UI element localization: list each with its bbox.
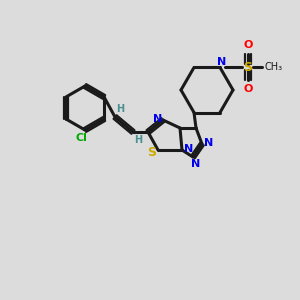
Text: S: S — [148, 146, 157, 158]
Text: CH₃: CH₃ — [265, 62, 283, 73]
Text: N: N — [204, 138, 214, 148]
Text: S: S — [244, 61, 253, 74]
Text: O: O — [243, 85, 253, 94]
Text: N: N — [184, 144, 194, 154]
Text: H: H — [134, 135, 142, 145]
Text: N: N — [218, 58, 226, 68]
Text: O: O — [243, 40, 253, 50]
Text: H: H — [116, 104, 124, 114]
Text: Cl: Cl — [75, 133, 87, 143]
Text: N: N — [153, 114, 163, 124]
Text: N: N — [191, 159, 201, 169]
